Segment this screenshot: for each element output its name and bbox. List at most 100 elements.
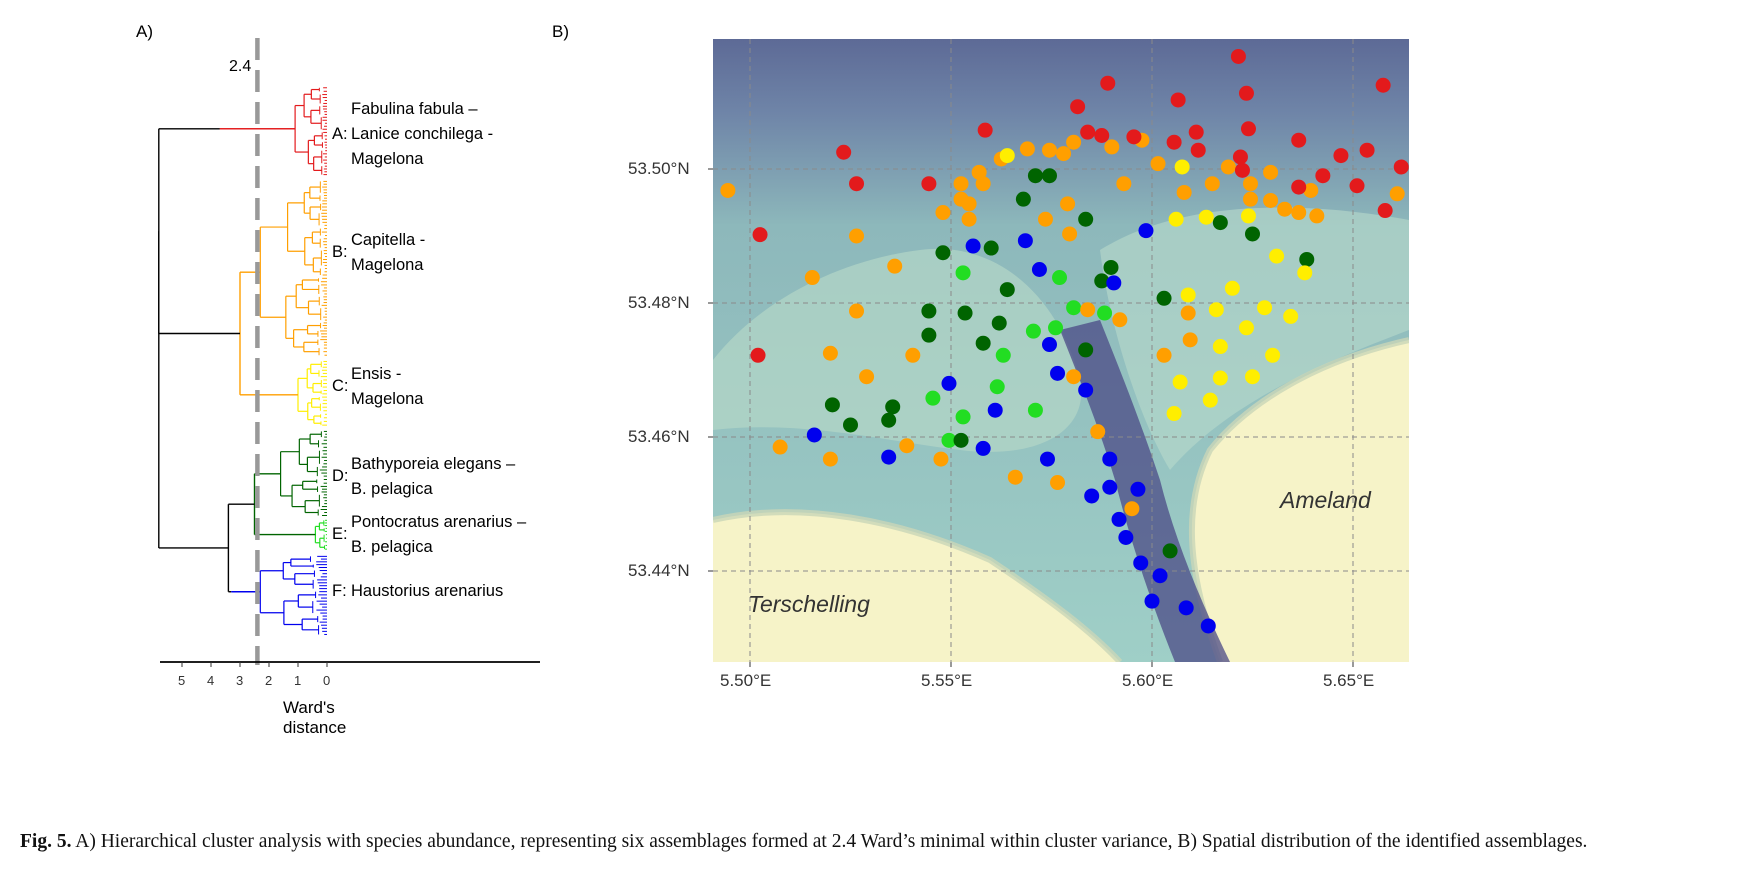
sample-point-c — [1198, 209, 1214, 225]
sample-point-a — [1393, 159, 1409, 175]
sample-point-f — [1106, 275, 1122, 291]
sample-point-b — [1220, 159, 1236, 175]
sample-point-b — [1050, 475, 1066, 491]
sample-point-b — [1019, 141, 1035, 157]
sample-point-b — [1104, 139, 1120, 155]
sample-points — [720, 48, 1409, 634]
sample-point-b — [1242, 176, 1258, 192]
sample-point-b — [1204, 176, 1220, 192]
sample-point-c — [1297, 265, 1313, 281]
dendrogram-x-tick: 4 — [207, 673, 215, 688]
longitude-tick-label: 5.65°E — [1323, 671, 1375, 690]
sample-point-a — [1170, 92, 1186, 108]
sample-point-b — [899, 438, 915, 454]
figure-caption: Fig. 5. A) Hierarchical cluster analysis… — [20, 827, 1720, 857]
ameland-label: Ameland — [1280, 487, 1371, 513]
cluster-name-line: Bathyporeia elegans – — [351, 455, 516, 473]
sample-point-a — [1377, 203, 1393, 219]
sample-point-b — [905, 347, 921, 363]
sample-point-b — [1263, 192, 1279, 208]
sample-point-c — [1265, 347, 1281, 363]
sample-point-f — [1111, 511, 1127, 527]
sample-point-b — [822, 345, 838, 361]
sample-point-c — [1172, 374, 1188, 390]
sample-point-b — [1116, 176, 1132, 192]
sample-point-f — [1031, 262, 1047, 277]
sample-point-a — [1240, 121, 1256, 137]
sample-point-c — [1212, 339, 1228, 355]
sample-point-e — [1025, 323, 1041, 339]
sample-point-a — [849, 176, 865, 192]
sample-point-b — [1060, 196, 1076, 212]
sample-point-d — [991, 315, 1007, 331]
terschelling-shore — [713, 509, 1123, 662]
sample-point-c — [1238, 320, 1254, 336]
sample-point-c — [1224, 280, 1240, 296]
shoal-east — [1100, 207, 1409, 470]
sample-point-a — [750, 347, 766, 363]
root-join — [158, 231, 229, 549]
cluster-name-line: B. pelagica — [351, 480, 433, 498]
sample-point-d — [1094, 273, 1110, 289]
sample-point-d — [999, 282, 1015, 298]
sample-point-b — [1263, 164, 1279, 180]
sample-point-a — [1359, 142, 1375, 158]
sample-point-f — [1144, 593, 1160, 609]
sample-point-e — [1052, 270, 1068, 286]
sample-point-a — [1238, 85, 1254, 101]
sample-point-d — [1078, 342, 1094, 358]
ameland-shore — [1188, 337, 1409, 662]
sample-point-b — [1182, 332, 1198, 348]
cluster-id: F: — [332, 582, 347, 600]
sample-point-b — [1303, 182, 1319, 198]
cluster-id: E: — [332, 525, 348, 543]
sample-point-f — [1102, 451, 1118, 467]
sample-point-f — [1084, 488, 1100, 504]
sample-point-f — [1133, 555, 1149, 571]
sample-point-c — [1202, 392, 1218, 408]
sample-point-b — [1242, 191, 1258, 207]
sample-point-b — [953, 176, 969, 192]
sample-point-b — [1041, 142, 1057, 158]
sample-point-a — [1230, 48, 1246, 64]
sample-point-b — [1080, 302, 1096, 318]
sample-point-c — [1283, 308, 1299, 324]
sample-point-b — [772, 439, 788, 455]
sample-point-a — [1333, 148, 1349, 164]
sample-point-b — [1124, 501, 1140, 517]
sample-point-b — [961, 211, 977, 227]
map-background — [713, 39, 1409, 662]
dendrogram-x-tick: 3 — [236, 673, 244, 688]
sample-point-e — [1066, 300, 1082, 316]
cluster-id: B: — [332, 243, 348, 261]
sample-point-b — [1176, 184, 1192, 200]
sample-point-b — [1277, 201, 1293, 217]
sample-point-b — [1180, 305, 1196, 321]
sample-point-b — [1090, 424, 1106, 440]
sample-point-a — [1232, 149, 1248, 165]
sample-point-d — [921, 327, 937, 343]
sample-point-d — [921, 303, 937, 319]
sample-point-b — [1156, 347, 1172, 363]
sample-point-b — [935, 205, 951, 221]
sample-point-b — [971, 164, 987, 180]
sample-point-b — [975, 176, 991, 192]
sample-point-e — [1027, 402, 1043, 418]
sample-point-b — [1056, 146, 1072, 162]
sample-point-a — [1349, 178, 1365, 194]
sample-point-e — [1097, 305, 1113, 321]
sample-point-b — [933, 451, 949, 467]
sample-point-a — [921, 176, 937, 192]
sample-point-a — [1375, 77, 1391, 93]
sample-point-c — [1174, 159, 1190, 175]
latitude-tick-label: 53.48°N — [628, 293, 690, 312]
sample-point-d — [881, 412, 897, 428]
longitude-tick-label: 5.60°E — [1122, 671, 1174, 690]
sample-point-b — [1062, 226, 1078, 242]
sample-point-d — [1245, 226, 1260, 242]
dendrogram-x-title: Ward's distance — [283, 698, 347, 737]
sample-point-b — [1037, 211, 1053, 227]
ameland-land — [1191, 340, 1409, 662]
shoal-west — [713, 248, 1082, 452]
cluster-name-line: Ensis - — [351, 365, 402, 383]
